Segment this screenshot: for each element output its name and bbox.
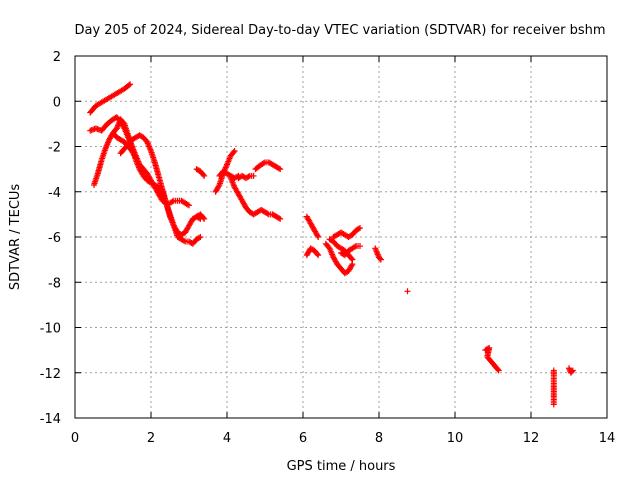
y-tick-label: -14 <box>40 412 61 427</box>
x-tick-label: 10 <box>447 431 464 446</box>
data-point <box>355 225 362 232</box>
chart-title: Day 205 of 2024, Sidereal Day-to-day VTE… <box>74 23 605 38</box>
data-point <box>231 148 238 155</box>
data-point <box>125 82 132 89</box>
data-point <box>277 215 284 222</box>
data-point <box>186 202 192 209</box>
data-point <box>277 166 284 173</box>
data-point <box>200 214 207 221</box>
data-point <box>377 256 384 263</box>
data-point <box>351 243 358 250</box>
data-point <box>196 234 203 241</box>
x-tick-label: 12 <box>523 431 540 446</box>
data-point <box>260 160 267 167</box>
y-tick-label: -10 <box>40 322 61 337</box>
data-point <box>127 81 134 88</box>
data-point <box>275 165 282 172</box>
data-point <box>404 288 411 295</box>
data-point <box>314 250 321 257</box>
data-point <box>315 252 322 259</box>
data-point <box>569 367 576 374</box>
y-tick-label: -8 <box>48 276 61 291</box>
y-tick-label: -4 <box>48 186 61 201</box>
y-tick-label: 2 <box>53 50 61 65</box>
data-point <box>348 262 355 269</box>
data-point <box>376 255 383 262</box>
y-tick-label: 0 <box>53 95 61 110</box>
y-tick-labels: 2 0 -2 -4 -6 -8 -10 -12 -14 <box>40 50 61 427</box>
y-tick-label: -12 <box>40 367 61 382</box>
data-point <box>349 256 356 263</box>
data-point <box>264 210 271 217</box>
y-tick-label: -2 <box>48 141 61 156</box>
y-axis-label: SDTVAR / TECUs <box>8 184 23 291</box>
data-point <box>180 237 187 244</box>
x-tick-label: 8 <box>375 431 383 446</box>
x-tick-label: 14 <box>599 431 616 446</box>
data-point <box>314 232 321 239</box>
data-point <box>184 201 191 208</box>
data-point <box>250 172 257 179</box>
data-point <box>200 171 207 178</box>
data-point <box>568 368 575 375</box>
x-tick-label: 6 <box>299 431 307 446</box>
data-point <box>275 215 282 222</box>
data-point <box>132 153 139 160</box>
data-point <box>230 149 237 156</box>
data-point <box>315 234 322 240</box>
x-axis-label: GPS time / hours <box>287 459 396 474</box>
x-tick-label: 2 <box>147 431 155 446</box>
data-point <box>494 366 501 373</box>
data-point <box>357 243 363 250</box>
data-point <box>357 224 363 231</box>
data-point <box>201 172 208 179</box>
y-tick-label: -6 <box>48 231 61 246</box>
data-points <box>87 81 576 408</box>
data-point <box>169 198 176 205</box>
x-tick-labels: 0 2 4 6 8 10 12 14 <box>71 431 615 446</box>
grid-lines <box>75 56 607 418</box>
data-point <box>197 234 204 240</box>
data-point <box>495 367 502 374</box>
data-point <box>132 154 139 161</box>
x-tick-label: 0 <box>71 431 79 446</box>
data-point <box>245 173 252 180</box>
data-point <box>550 401 557 408</box>
x-tick-label: 4 <box>223 431 231 446</box>
data-point <box>348 255 355 262</box>
axis-ticks <box>74 55 608 419</box>
data-point <box>215 183 222 190</box>
data-point <box>201 215 208 222</box>
